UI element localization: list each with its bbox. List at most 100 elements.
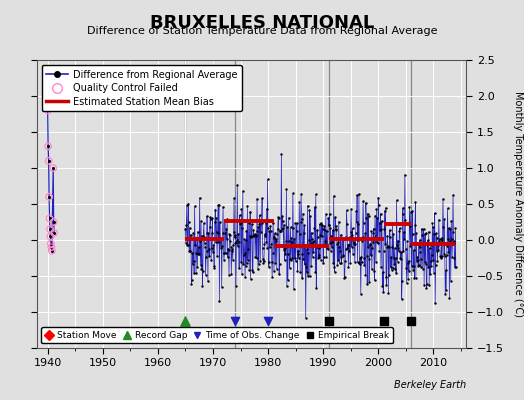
Point [416,248,424,255]
Point [413,256,422,263]
Point [253,228,261,234]
Point [275,261,283,267]
Point [197,218,205,225]
Point [361,272,369,278]
Point [255,261,263,268]
Point [364,213,373,220]
Point [282,238,290,244]
Point [209,248,217,255]
Point [182,202,191,208]
Point [332,226,340,233]
Point [423,237,432,244]
Point [410,275,419,281]
Point [213,252,221,259]
Point [251,254,259,261]
Point [344,242,352,248]
Point [230,229,238,235]
Point [198,282,206,289]
Point [395,228,403,235]
Point [241,274,249,280]
Point [330,264,339,270]
Point [409,247,418,254]
Point [331,214,339,220]
Point [235,212,244,218]
Point [223,216,232,222]
Point [46,226,54,232]
Point [418,232,427,238]
Point [323,228,331,234]
Point [238,225,246,231]
Point [244,246,253,252]
Point [293,267,302,274]
Point [296,269,304,275]
Point [393,242,401,248]
Point [196,262,205,268]
Point [219,230,227,236]
Point [438,237,446,243]
Point [214,202,222,209]
Point [181,225,190,232]
Point [353,192,361,198]
Point [290,255,299,261]
Point [187,281,195,288]
Point [356,255,365,262]
Point [372,234,380,240]
Point [295,199,303,206]
Point [321,241,329,247]
Point [271,230,279,237]
Y-axis label: Monthly Temperature Anomaly Difference (°C): Monthly Temperature Anomaly Difference (… [513,91,523,317]
Point [45,215,53,222]
Point [209,215,217,222]
Point [419,241,428,247]
Point [297,191,305,197]
Point [405,268,413,274]
Point [211,219,219,225]
Point [417,264,425,270]
Point [324,318,333,324]
Point [245,267,254,273]
Point [223,236,231,242]
Point [208,245,216,251]
Point [264,224,272,231]
Point [312,285,321,292]
Point [195,251,203,258]
Point [185,248,193,254]
Point [258,195,266,202]
Point [201,240,209,246]
Point [47,244,56,250]
Point [435,236,444,242]
Point [369,230,377,236]
Point [46,233,54,240]
Point [192,270,200,276]
Point [375,248,384,254]
Point [231,240,239,246]
Point [213,229,222,236]
Legend: Station Move, Record Gap, Time of Obs. Change, Empirical Break: Station Move, Record Gap, Time of Obs. C… [41,327,392,344]
Point [370,268,378,274]
Point [309,238,317,245]
Point [240,236,248,242]
Point [395,248,403,254]
Point [366,242,374,248]
Point [243,260,251,266]
Point [451,225,460,231]
Point [199,268,207,274]
Point [354,237,363,244]
Point [380,207,389,214]
Point [253,196,261,202]
Point [226,232,234,238]
Point [256,212,264,218]
Point [370,277,379,284]
Point [241,250,249,256]
Point [227,271,235,277]
Point [235,265,243,272]
Text: BRUXELLES NATIONAL: BRUXELLES NATIONAL [150,14,374,32]
Point [313,227,321,233]
Point [316,256,325,263]
Point [332,226,341,233]
Text: Berkeley Earth: Berkeley Earth [394,380,466,390]
Point [359,220,368,226]
Point [290,286,298,293]
Point [291,258,300,264]
Point [413,254,421,260]
